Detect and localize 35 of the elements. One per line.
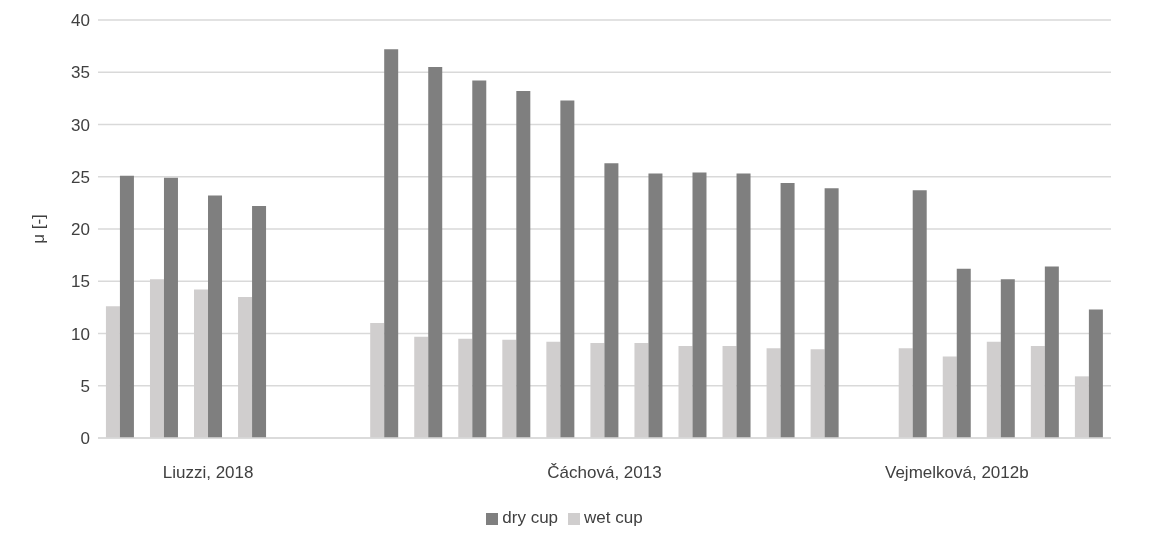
bar bbox=[912, 190, 927, 438]
y-tick-label: 0 bbox=[80, 429, 90, 449]
y-tick-label: 35 bbox=[71, 63, 90, 83]
y-tick-label: 20 bbox=[71, 220, 90, 240]
bar bbox=[780, 183, 795, 438]
bar bbox=[119, 175, 134, 438]
y-tick-label: 30 bbox=[71, 115, 90, 135]
bar bbox=[1000, 279, 1015, 438]
bar bbox=[736, 173, 751, 438]
bar bbox=[1088, 309, 1103, 438]
y-axis-title: μ [-] bbox=[29, 214, 49, 244]
bar bbox=[1044, 266, 1059, 438]
legend-label: dry cup bbox=[502, 508, 559, 527]
y-tick-label: 15 bbox=[71, 272, 90, 292]
bar bbox=[560, 100, 575, 438]
y-tick-label: 5 bbox=[80, 376, 90, 396]
bar bbox=[604, 163, 619, 438]
x-tick-label: Liuzzi, 2018 bbox=[162, 463, 254, 483]
bar bbox=[472, 80, 487, 438]
bar bbox=[516, 91, 531, 438]
y-tick-label: 25 bbox=[71, 167, 90, 187]
legend-label: wet cup bbox=[584, 508, 643, 527]
bar bbox=[692, 172, 707, 438]
bar bbox=[428, 67, 443, 438]
bar bbox=[384, 49, 399, 438]
bar bbox=[163, 177, 178, 438]
bar bbox=[648, 173, 663, 438]
y-tick-label: 40 bbox=[71, 11, 90, 31]
bar bbox=[956, 268, 971, 438]
bar bbox=[208, 195, 223, 438]
y-tick-label: 10 bbox=[71, 324, 90, 344]
x-tick-label: Vejmelková, 2012b bbox=[885, 463, 1029, 483]
bar bbox=[252, 206, 267, 438]
bar bbox=[824, 188, 839, 438]
x-tick-label: Čáchová, 2013 bbox=[547, 463, 662, 483]
